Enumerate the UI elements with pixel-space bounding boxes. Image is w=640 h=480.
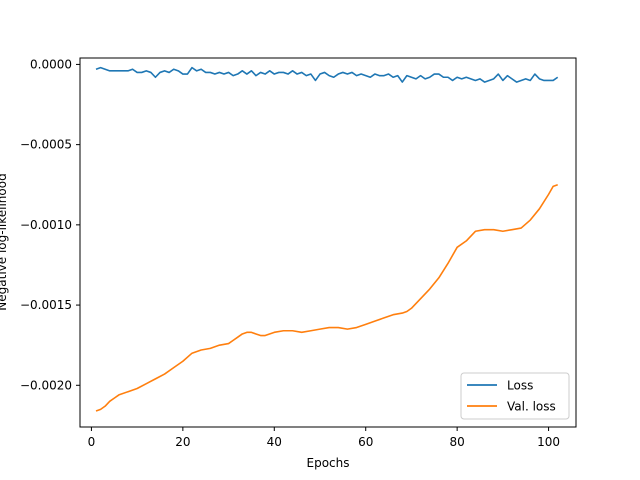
y-tick-label: −0.0005 bbox=[20, 138, 72, 152]
series-line-loss bbox=[95, 66, 559, 83]
series-layer bbox=[95, 66, 559, 412]
y-tick-label: −0.0020 bbox=[20, 378, 72, 392]
plot-area bbox=[79, 57, 577, 428]
x-axis-label: Epochs bbox=[307, 456, 350, 470]
y-tick-label: −0.0015 bbox=[20, 298, 72, 312]
x-tick-label: 100 bbox=[537, 435, 560, 449]
x-tick-label: 20 bbox=[175, 435, 190, 449]
legend-label-loss: Loss bbox=[507, 379, 533, 393]
x-tick-label: 60 bbox=[358, 435, 373, 449]
x-tick-label: 40 bbox=[267, 435, 282, 449]
legend-label-val-loss: Val. loss bbox=[507, 400, 556, 414]
series-line-val-loss bbox=[95, 183, 558, 412]
y-tick-label: −0.0010 bbox=[20, 218, 72, 232]
x-tick-label: 80 bbox=[450, 435, 465, 449]
legend: Loss Val. loss bbox=[460, 372, 570, 420]
x-tick-label: 0 bbox=[88, 435, 96, 449]
x-axis: 0 20 40 60 80 100 bbox=[88, 427, 560, 449]
y-axis-label: Negative log-likelihood bbox=[0, 173, 9, 310]
y-tick-label: 0.0000 bbox=[30, 57, 72, 71]
y-axis: 0.0000 −0.0005 −0.0010 −0.0015 −0.0020 bbox=[20, 57, 80, 392]
